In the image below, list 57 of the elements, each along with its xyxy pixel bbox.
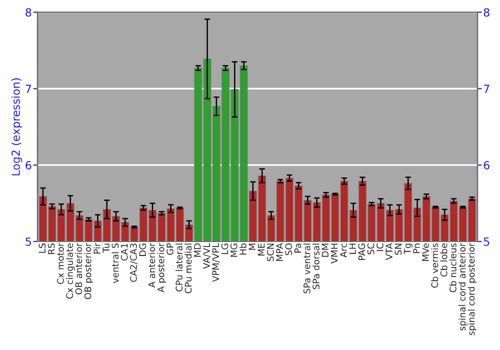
y-tick-label: 5: [26, 238, 31, 246]
x-tick-label: VTA: [386, 242, 392, 260]
x-tick-label: CPu medial: [184, 244, 192, 294]
x-tick-label: LS: [38, 243, 46, 253]
y-tick-label: 8: [26, 8, 32, 17]
x-tick-label: IC: [376, 243, 384, 251]
x-tick-label: SCN: [266, 244, 274, 262]
x-tick-label: Pir: [93, 242, 100, 254]
x-tick-label: MPA: [276, 242, 283, 261]
x-tick-label: VMH: [331, 244, 338, 264]
x-tick-label: RS: [48, 243, 55, 254]
x-tick-label: VPM/VPL: [212, 242, 220, 282]
x-tick-label: SN: [394, 244, 402, 255]
x-tick-label: DM: [322, 244, 328, 257]
x-tick-label: Hb: [239, 243, 246, 255]
x-tick-label: VA/VL: [203, 242, 211, 269]
x-tick-label: Cb nucleus: [449, 243, 456, 292]
y2-tick-label: 5: [484, 238, 490, 246]
x-tick-label: A anterior: [148, 242, 156, 288]
x-tick-label: CA1: [120, 244, 128, 261]
x-tick-label: PAG: [358, 244, 366, 260]
x-tick-label: MD: [194, 243, 201, 257]
x-tick-label: Cb vermis: [431, 243, 438, 288]
x-tick-label: A posterior: [157, 242, 166, 292]
y-axis-title: Log2 (expression): [11, 78, 22, 176]
x-tick-label: spinal cord anterior: [458, 242, 468, 330]
x-tick-label: CPu lateral: [176, 244, 183, 292]
x-tick-label: OB anterior: [75, 242, 82, 294]
x-tick-label: GP: [166, 243, 174, 255]
x-tick-label: LG: [221, 244, 228, 254]
x-tick-label: Tg: [404, 244, 412, 254]
x-tick-label: Cx cingulate: [66, 243, 75, 299]
x-tick-label: MG: [230, 244, 238, 257]
x-tick-label: spinal cord posterior: [468, 242, 476, 336]
x-tick-label: SC: [367, 243, 374, 254]
y2-tick-label: 8: [484, 8, 490, 17]
x-tick-label: CA2/CA3: [130, 244, 138, 282]
x-tick-label: M: [248, 244, 256, 250]
x-tick-label: Pa: [294, 244, 302, 253]
x-tick-label: OB posterior: [84, 242, 93, 300]
x-tick-label: Pn: [413, 244, 420, 254]
x-tick-label: Tu: [102, 244, 110, 253]
x-tick-label: SPa dorsal: [312, 244, 320, 290]
x-tick-label: Cb lobe: [440, 243, 448, 277]
y2-tick-label: 7: [484, 84, 490, 93]
x-tick-label: DG: [139, 244, 146, 256]
y2-tick-label: 6: [484, 161, 490, 170]
y-tick-label: 7: [26, 84, 31, 93]
x-tick-label: Arc: [340, 243, 347, 258]
x-tick-label: SO: [285, 243, 292, 256]
x-tick-label: LH: [349, 244, 356, 254]
y-tick-label: 6: [26, 161, 32, 170]
x-tick-label: SPa ventral: [303, 244, 310, 294]
x-tick-label: ME: [258, 243, 265, 256]
x-tick-label: ventral S: [112, 243, 119, 284]
x-tick-label: Cx motor: [57, 242, 64, 284]
x-tick-label: MVe: [422, 243, 429, 261]
